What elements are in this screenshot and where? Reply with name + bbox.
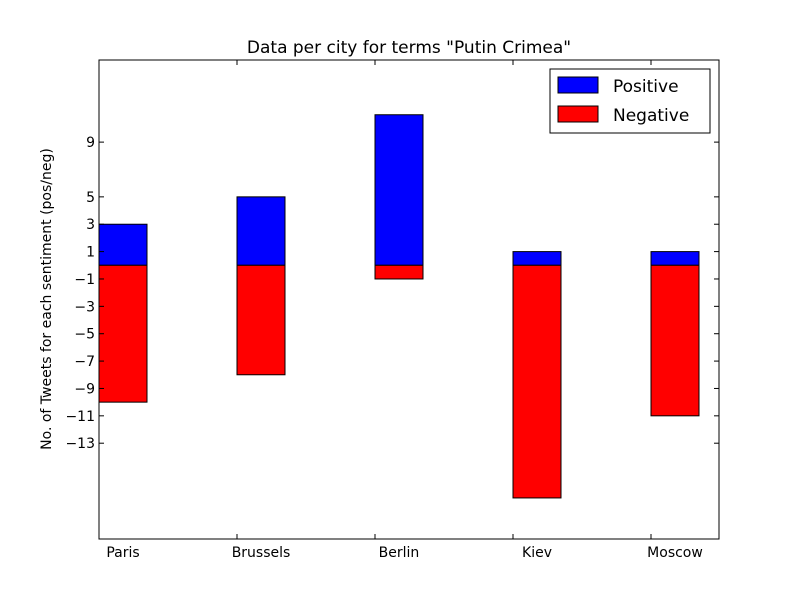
y-tick-label: −9 [74,381,95,397]
bar-negative-paris [98,264,148,403]
y-tick-label: 3 [86,217,95,233]
x-category-label-paris: Paris [106,545,139,561]
bar-negative-kiev [512,264,562,499]
bar-negative-berlin [374,264,424,280]
x-ticks-group: Paris Brussels Berlin Kiev Moscow [98,60,703,561]
y-axis-title: No. of Tweets for each sentiment (pos/ne… [39,148,55,450]
legend-swatch-positive [557,76,599,94]
bar-positive-berlin [374,114,424,266]
legend: Positive Negative [549,68,711,134]
bar-positive-kiev [512,251,562,266]
x-category-label-berlin: Berlin [379,545,420,561]
y-tick-label: 5 [86,190,95,206]
chart-title: Data per city for terms "Putin Crimea" [247,38,571,58]
x-category-label-kiev: Kiev [522,545,552,561]
legend-label-positive: Positive [613,77,679,97]
y-tick-label: −5 [74,327,95,343]
y-tick-label: 9 [86,135,95,151]
legend-swatch-negative [557,105,599,123]
bars-group [98,114,700,499]
bar-negative-brussels [236,264,286,376]
y-tick-label: −1 [74,272,95,288]
bar-positive-paris [98,223,148,266]
bar-positive-moscow [650,251,700,266]
bar-positive-brussels [236,196,286,266]
legend-label-negative: Negative [613,106,689,126]
y-tick-label: −3 [74,299,95,315]
x-category-label-brussels: Brussels [232,545,291,561]
x-category-label-moscow: Moscow [647,545,703,561]
y-ticks-group: 9 5 3 1 −1 −3 −5 −7 −9 −11 −13 [65,135,719,452]
y-tick-label: 1 [86,245,95,261]
y-tick-label: −13 [65,436,95,452]
plot-frame [98,59,720,540]
y-tick-label: −7 [74,354,95,370]
y-tick-label: −11 [65,409,95,425]
bar-negative-moscow [650,264,700,417]
